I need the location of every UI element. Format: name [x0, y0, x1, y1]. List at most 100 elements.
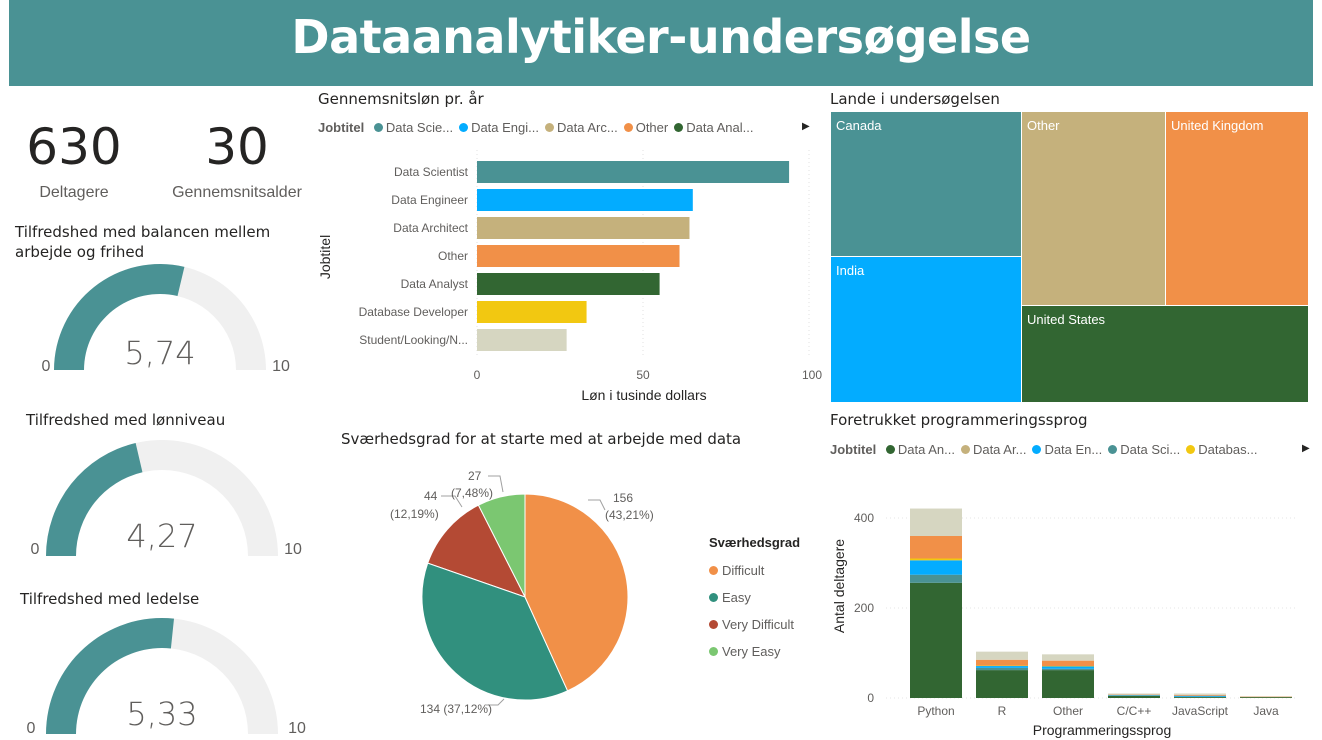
languages-bar-segment[interactable]	[976, 670, 1028, 698]
gauge-fill	[46, 443, 143, 556]
legend-next-icon[interactable]: ▶	[1302, 443, 1310, 454]
languages-bar-segment[interactable]	[1042, 654, 1094, 661]
languages-bar-segment[interactable]	[976, 667, 1028, 671]
difficulty-legend-item[interactable]: Very Difficult	[709, 611, 800, 638]
salary-x-axis-title: Løn i tusinde dollars	[581, 387, 706, 403]
salary-x-tick: 50	[636, 368, 650, 382]
salary-legend-item[interactable]: Data Engi...	[459, 120, 539, 135]
salary-x-tick: 100	[802, 368, 822, 382]
languages-legend-title: Jobtitel	[830, 442, 877, 457]
legend-dot-icon	[373, 123, 383, 132]
languages-bar-segment[interactable]	[976, 659, 1028, 666]
salary-legend-item[interactable]: Other	[623, 120, 668, 135]
treemap-cell-united-states[interactable]: United States	[1021, 305, 1309, 403]
languages-bar-segment[interactable]	[1174, 695, 1226, 697]
languages-bar-segment[interactable]	[1174, 694, 1226, 696]
languages-legend-item[interactable]: Data Ar...	[960, 442, 1026, 457]
treemap-cell-india[interactable]: India	[830, 256, 1022, 403]
salary-bar[interactable]	[477, 301, 587, 323]
pie-leader-line	[441, 495, 463, 508]
pie-leader-line	[588, 499, 606, 511]
salary-bar[interactable]	[477, 189, 693, 211]
treemap-cell-canada[interactable]: Canada	[830, 111, 1022, 257]
languages-legend-item[interactable]: Data Sci...	[1108, 442, 1180, 457]
gauge-fill	[54, 263, 185, 370]
pie-label-very-easy-count: 27	[468, 469, 482, 483]
salary-category-label: Database Developer	[359, 305, 468, 319]
salary-legend-item[interactable]: Data Arc...	[545, 120, 618, 135]
languages-bar-segment[interactable]	[976, 666, 1028, 668]
languages-bar-segment[interactable]	[976, 651, 1028, 660]
difficulty-title: Sværhedsgrad for at starte med at arbejd…	[341, 430, 742, 448]
languages-x-tick: Java	[1253, 704, 1279, 718]
salary-legend-title: Jobtitel	[318, 120, 365, 135]
pie-slice-easy[interactable]	[421, 562, 569, 701]
salary-category-label: Data Scientist	[394, 165, 469, 179]
legend-next-icon[interactable]: ▶	[802, 121, 810, 132]
difficulty-legend-item[interactable]: Easy	[709, 584, 800, 611]
languages-y-tick: 400	[854, 511, 874, 525]
salary-bar[interactable]	[477, 161, 790, 183]
languages-bar-segment[interactable]	[910, 536, 962, 559]
salary-bar[interactable]	[477, 217, 690, 239]
gauge-title-line1: Tilfredshed med lønniveau	[26, 411, 226, 429]
gauge-max: 10	[288, 720, 306, 737]
legend-dot-icon	[1032, 445, 1042, 454]
page-title: Dataanalytiker-undersøgelse	[291, 10, 1031, 64]
languages-title: Foretrukket programmeringssprog	[830, 411, 1088, 429]
gauge-fill	[46, 618, 175, 734]
languages-bar-segment[interactable]	[1042, 668, 1094, 671]
languages-bar-segment[interactable]	[1174, 693, 1226, 695]
gauge-title-line1: Tilfredshed med balancen mellem	[15, 223, 271, 241]
languages-bar-segment[interactable]	[1174, 697, 1226, 698]
salary-category-label: Data Engineer	[391, 193, 468, 207]
treemap-cell-united-kingdom[interactable]: United Kingdom	[1165, 111, 1309, 306]
languages-y-tick: 200	[854, 601, 874, 615]
pie-slice-difficult[interactable]	[524, 493, 629, 692]
gauge-management-satisfaction-svg: 5,33 0 10	[27, 618, 306, 737]
legend-dot-icon	[709, 620, 718, 629]
treemap-label: Canada	[836, 118, 882, 133]
pie-leader-line	[486, 698, 505, 706]
gauge-salary-satisfaction-title: Tilfredshed med lønniveau	[26, 410, 225, 430]
languages-bar-segment[interactable]	[910, 582, 962, 698]
salary-y-axis-title: Jobtitel	[317, 235, 333, 279]
difficulty-legend-item[interactable]: Difficult	[709, 557, 800, 584]
languages-bar-segment[interactable]	[1240, 697, 1292, 698]
treemap-cell-other[interactable]: Other	[1021, 111, 1166, 306]
languages-bar-segment[interactable]	[910, 560, 962, 575]
difficulty-legend-item[interactable]: Very Easy	[709, 638, 800, 665]
languages-bar-segment[interactable]	[1042, 670, 1094, 698]
gauge-work-life-balance-title: Tilfredshed med balancen mellem arbejde …	[15, 222, 270, 262]
languages-x-tick: Python	[917, 704, 954, 718]
languages-bar-segment[interactable]	[1042, 660, 1094, 667]
languages-bar-segment[interactable]	[910, 508, 962, 536]
salary-bar[interactable]	[477, 245, 680, 267]
legend-label: Difficult	[722, 563, 765, 578]
languages-legend-item[interactable]: Data En...	[1032, 442, 1102, 457]
languages-x-tick: JavaScript	[1172, 704, 1229, 718]
legend-dot-icon	[1186, 445, 1196, 454]
gauge-value: 4,27	[126, 517, 197, 555]
gauge-value: 5,33	[126, 695, 197, 733]
legend-dot-icon	[545, 123, 554, 132]
treemap-label: India	[836, 263, 865, 278]
gauge-work-life-balance-svg: 5,74 0 10	[42, 263, 290, 375]
salary-bar[interactable]	[477, 329, 567, 351]
salary-legend-item[interactable]: Data Scie...	[373, 120, 453, 135]
languages-bar-segment[interactable]	[910, 558, 962, 561]
salary-legend-item[interactable]: Data Anal...	[674, 120, 753, 135]
languages-legend-item[interactable]: Databas...	[1186, 442, 1257, 457]
pie-slice-very-difficult[interactable]	[427, 504, 527, 598]
languages-bar-segment[interactable]	[1108, 693, 1160, 695]
languages-bar-segment[interactable]	[1042, 666, 1094, 669]
languages-bar-segment[interactable]	[910, 574, 962, 583]
languages-legend-item[interactable]: Data An...	[885, 442, 955, 457]
gauge-max: 10	[284, 541, 302, 558]
salary-bar[interactable]	[477, 273, 660, 295]
languages-bar-segment[interactable]	[1108, 695, 1160, 698]
salary-bar-chart: Data Scientist Data Engineer Data Architec…	[317, 150, 822, 403]
legend-label: Easy	[722, 590, 751, 605]
legend-label: Very Difficult	[722, 617, 795, 632]
legend-dot-icon	[709, 566, 718, 575]
